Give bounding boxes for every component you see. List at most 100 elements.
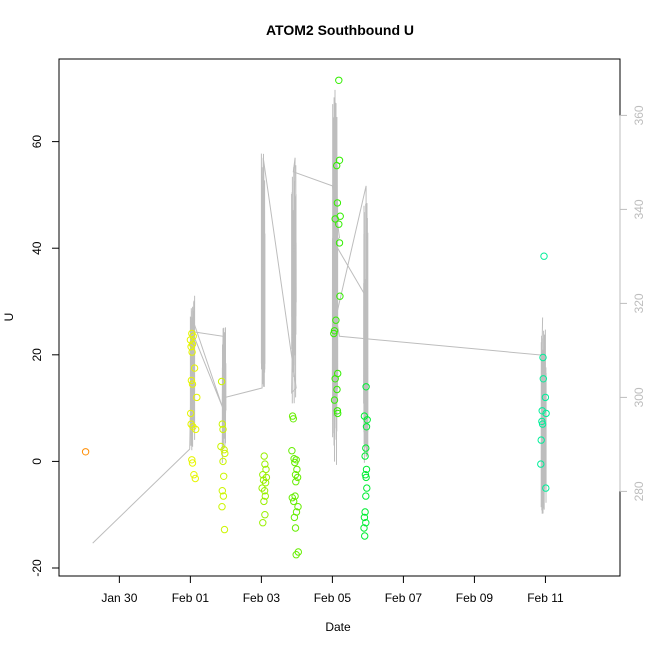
data-point-4: [188, 348, 196, 356]
data-point-14: [188, 459, 197, 467]
data-point-41: [261, 511, 269, 519]
data-point-93: [360, 513, 369, 522]
data-point-49: [292, 456, 300, 464]
y2-tick-label-1: 300: [632, 387, 646, 407]
data-point-25: [219, 457, 227, 466]
data-point-45: [289, 415, 297, 423]
data-point-106: [537, 460, 545, 468]
x-tick-label-2: Feb 03: [243, 591, 281, 605]
y-axis-label: U: [2, 313, 16, 322]
data-point-89: [362, 473, 370, 482]
data-point-53: [292, 478, 300, 486]
y-axis: -20 0 20 40 60: [30, 135, 60, 577]
data-point-95: [360, 524, 368, 532]
data-point-59: [290, 513, 299, 522]
data-point-99: [539, 375, 547, 383]
y2-tick-label-2: 320: [632, 293, 646, 313]
line-burst-3: [291, 165, 297, 404]
data-point-70: [335, 239, 344, 247]
data-point-79: [333, 407, 342, 415]
data-point-13: [188, 456, 196, 464]
data-point-94: [362, 519, 370, 527]
data-point-85: [362, 444, 370, 452]
data-point-35: [261, 479, 270, 487]
data-point-8: [188, 380, 197, 388]
data-point-21: [219, 425, 227, 434]
data-point-17: [193, 393, 201, 402]
data-point-101: [538, 407, 546, 415]
data-point-98: [539, 353, 547, 362]
data-point-84: [362, 423, 371, 431]
data-point-90: [363, 484, 371, 492]
data-point-72: [332, 316, 340, 324]
x-tick-label-6: Feb 11: [527, 591, 564, 605]
data-point-68: [331, 215, 339, 223]
line-burst-0: [189, 295, 196, 451]
data-point-56: [291, 492, 299, 500]
data-point-52: [293, 473, 302, 482]
x-tick-label-5: Feb 09: [456, 591, 494, 605]
data-point-92: [361, 508, 369, 516]
data-point-42: [259, 519, 267, 527]
data-point-29: [218, 503, 226, 511]
data-point-104: [538, 420, 547, 428]
y-tick-label-2: 20: [30, 348, 44, 362]
y-tick-label-4: 60: [30, 135, 44, 149]
data-point-5: [188, 340, 197, 348]
data-point-86: [361, 452, 369, 460]
data-point-96: [361, 532, 369, 540]
data-point-26: [220, 472, 228, 480]
data-point-28: [219, 492, 228, 500]
data-point-83: [363, 416, 371, 424]
data-point-76: [331, 375, 339, 383]
data-point-30: [220, 525, 229, 534]
data-point-66: [333, 199, 342, 207]
data-point-107: [542, 484, 550, 492]
data-point-46: [288, 447, 296, 455]
data-point-37: [260, 487, 269, 495]
x-tick-label-1: Feb 01: [172, 591, 210, 605]
data-point-74: [330, 329, 338, 338]
x-tick-label-4: Feb 07: [385, 591, 423, 605]
data-point-77: [333, 385, 341, 394]
point-layer: [81, 76, 550, 559]
data-point-60: [291, 524, 300, 532]
data-point-50: [293, 465, 301, 474]
data-point-20: [218, 420, 227, 428]
data-point-32: [261, 460, 269, 468]
data-point-87: [362, 465, 371, 474]
data-point-39: [260, 497, 268, 506]
data-point-24: [221, 449, 229, 458]
data-point-102: [542, 409, 550, 418]
data-point-43: [262, 465, 270, 474]
data-point-36: [258, 484, 266, 492]
y-tick-label-1: 0: [30, 458, 44, 465]
data-point-18: [190, 364, 199, 372]
data-point-12: [192, 425, 200, 434]
line-connector: [92, 157, 544, 544]
data-point-78: [330, 396, 339, 404]
y-tick-label-0: -20: [30, 559, 44, 577]
data-point-31: [260, 452, 268, 460]
data-point-71: [336, 292, 344, 300]
y2-tick-label-3: 340: [632, 199, 646, 219]
data-point-100: [541, 393, 550, 402]
data-point-80: [334, 409, 342, 418]
data-point-27: [218, 487, 227, 495]
data-point-65: [333, 161, 341, 170]
data-point-38: [262, 473, 271, 482]
y-tick-label-3: 40: [30, 241, 44, 255]
data-point-97: [540, 252, 548, 260]
y2-tick-label-4: 360: [632, 105, 646, 125]
data-point-69: [335, 220, 343, 228]
data-point-16: [191, 474, 200, 483]
data-point-81: [362, 383, 370, 391]
y2-axis: 280 300 320 340 360: [619, 105, 646, 501]
data-point-0: [81, 448, 90, 456]
data-point-7: [187, 376, 196, 385]
x-axis: Jan 30 Feb 01 Feb 03 Feb 05 Feb 07 Feb 09 Feb …: [101, 575, 564, 605]
data-point-40: [261, 492, 269, 500]
data-point-55: [290, 497, 298, 506]
